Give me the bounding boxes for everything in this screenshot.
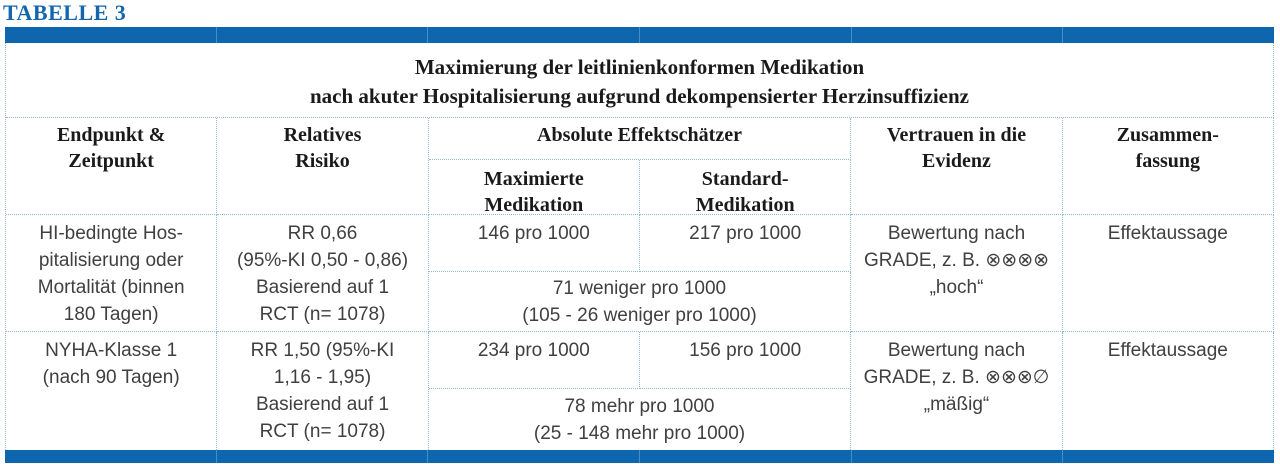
row1-standard-medication-cell: 217 pro 1000 <box>639 215 852 272</box>
row1-endpoint-cell: HI-bedingte Hos- pitalisierung oder Mort… <box>6 215 218 332</box>
row2-summary-cell: Effektaussage <box>1063 332 1274 450</box>
column-header-absolute-effects-group: Absolute Effektschätzer <box>428 118 852 160</box>
table-title: Maximierung der leitlinienkonformen Medi… <box>6 43 1274 118</box>
table-body: Maximierung der leitlinienkonformen Medi… <box>5 43 1274 450</box>
top-bar-segment <box>639 27 851 43</box>
bottom-bar-segment <box>850 450 1063 463</box>
row1-evidence-cell: Bewertung nach GRADE, z. B. ⊗⊗⊗⊗ „hoch“ <box>851 215 1063 332</box>
row2-endpoint-cell: NYHA-Klasse 1 (nach 90 Tagen) <box>6 332 218 450</box>
row2-maximized-medication-cell: 234 pro 1000 <box>428 332 640 389</box>
row1-maximized-medication-cell: 146 pro 1000 <box>428 215 640 272</box>
column-header-evidence-confidence: Vertrauen in die Evidenz <box>851 118 1063 215</box>
bottom-bar-segment <box>5 450 216 463</box>
table-label: TABELLE 3 <box>3 0 127 25</box>
bottom-bar-segment <box>427 450 639 463</box>
row1-relative-risk-cell: RR 0,66 (95%-KI 0,50 - 0,86) Basierend a… <box>217 215 429 332</box>
bottom-bar-segment <box>1062 450 1274 463</box>
top-bar-segment <box>850 27 1063 43</box>
column-header-standard-medication: Standard- Medikation <box>639 160 852 215</box>
column-header-relative-risk: Relatives Risiko <box>217 118 429 215</box>
table-bottom-bar <box>5 450 1274 463</box>
table-top-bar <box>5 27 1274 43</box>
bottom-bar-segment <box>639 450 851 463</box>
top-bar-segment <box>5 27 216 43</box>
top-bar-segment <box>1062 27 1274 43</box>
column-header-summary: Zusammen- fassung <box>1062 118 1274 215</box>
top-bar-segment <box>215 27 428 43</box>
row2-evidence-cell: Bewertung nach GRADE, z. B. ⊗⊗⊗∅ „mäßig“ <box>851 332 1063 450</box>
row2-relative-risk-cell: RR 1,50 (95%-KI 1,16 - 1,95) Basierend a… <box>217 332 429 450</box>
column-header-endpoint: Endpunkt & Zeitpunkt <box>6 118 218 215</box>
row1-summary-cell: Effektaussage <box>1062 215 1274 332</box>
row2-absolute-difference-cell: 78 mehr pro 1000 (25 - 148 mehr pro 1000… <box>429 389 852 450</box>
medication-table: Maximierung der leitlinienkonformen Medi… <box>5 27 1274 463</box>
row1-absolute-difference-cell: 71 weniger pro 1000 (105 - 26 weniger pr… <box>428 272 852 332</box>
column-header-maximized-medication: Maximierte Medikation <box>428 160 640 215</box>
row2-standard-medication-cell: 156 pro 1000 <box>639 332 852 389</box>
top-bar-segment <box>427 27 639 43</box>
bottom-bar-segment <box>215 450 428 463</box>
